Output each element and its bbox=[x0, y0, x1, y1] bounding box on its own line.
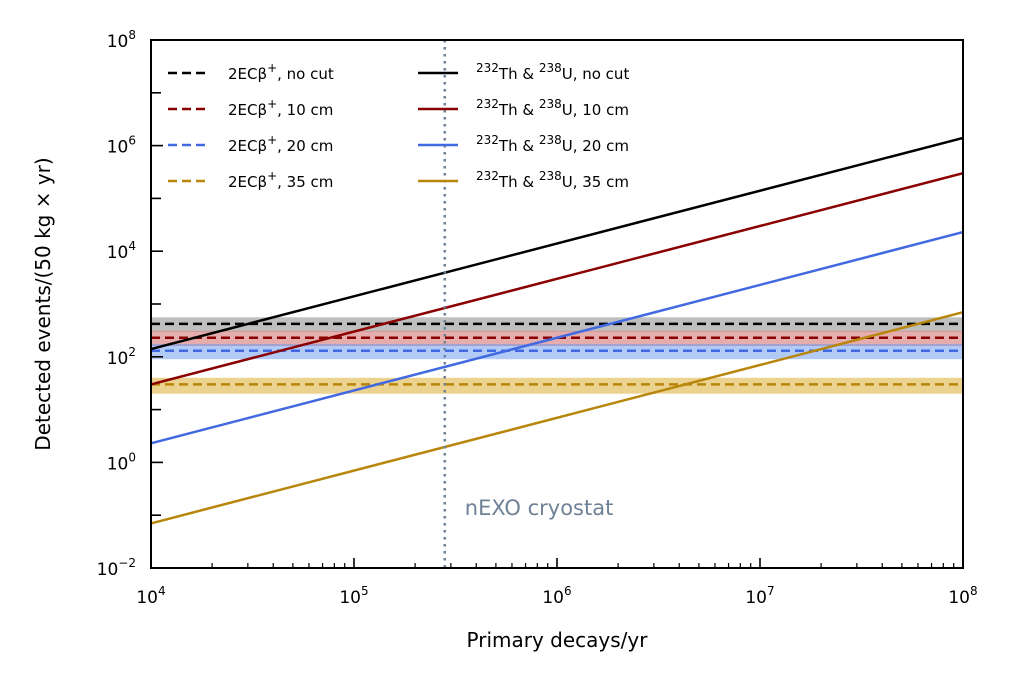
x-axis-title: Primary decays/yr bbox=[467, 628, 649, 652]
legend-label-isotope-2: 238 bbox=[539, 61, 562, 75]
x-tick-exponent: 7 bbox=[767, 584, 775, 598]
legend-label-mid: Th & bbox=[498, 101, 539, 119]
y-tick-base: 10 bbox=[107, 349, 129, 369]
y-tick-base: 10 bbox=[107, 32, 129, 52]
x-tick-base: 10 bbox=[136, 588, 158, 608]
legend-label-rest: , 35 cm bbox=[277, 173, 333, 191]
y-tick-base: 10 bbox=[107, 243, 129, 263]
y-tick-exponent: −2 bbox=[118, 556, 136, 570]
x-tick-base: 10 bbox=[542, 588, 564, 608]
legend-label-signal-0: 2ECβ+, no cut bbox=[228, 61, 334, 83]
legend-label-main: 2ECβ bbox=[228, 137, 267, 155]
legend-label-rest: , 10 cm bbox=[277, 101, 333, 119]
legend-label-superscript: + bbox=[267, 133, 277, 147]
x-tick-label: 107 bbox=[745, 584, 774, 608]
x-tick-label: 108 bbox=[948, 584, 977, 608]
x-tick-exponent: 8 bbox=[970, 584, 978, 598]
legend-label-signal-1: 2ECβ+, 10 cm bbox=[228, 97, 333, 119]
legend-label-mid: Th & bbox=[498, 65, 539, 83]
legend-label-background-1: 232Th & 238U, 10 cm bbox=[476, 97, 629, 119]
y-tick-label: 106 bbox=[107, 134, 136, 158]
legend-label-isotope-2: 238 bbox=[539, 133, 562, 147]
background-line-2 bbox=[150, 230, 964, 445]
legend-label-main: 2ECβ bbox=[228, 173, 267, 191]
legend-label-superscript: + bbox=[267, 169, 277, 183]
legend-label-signal-3: 2ECβ+, 35 cm bbox=[228, 169, 333, 191]
data-series bbox=[150, 136, 964, 525]
legend-label-isotope-2: 238 bbox=[539, 97, 562, 111]
legend-label-mid: Th & bbox=[498, 173, 539, 191]
y-tick-label: 100 bbox=[107, 450, 136, 474]
x-tick-base: 10 bbox=[339, 588, 361, 608]
y-tick-exponent: 6 bbox=[128, 134, 136, 148]
x-tick-base: 10 bbox=[745, 588, 767, 608]
y-tick-exponent: 4 bbox=[128, 239, 136, 253]
x-tick-exponent: 5 bbox=[361, 584, 369, 598]
y-tick-base: 10 bbox=[107, 454, 129, 474]
legend-label-rest: , 20 cm bbox=[277, 137, 333, 155]
uncertainty-bands bbox=[151, 317, 963, 394]
signal-band-3 bbox=[151, 377, 963, 394]
background-line-3 bbox=[150, 310, 964, 525]
x-tick-label: 105 bbox=[339, 584, 368, 608]
legend-label-main: 2ECβ bbox=[228, 101, 267, 119]
legend-label-signal-2: 2ECβ+, 20 cm bbox=[228, 133, 333, 155]
y-tick-base: 10 bbox=[107, 138, 129, 158]
plot-frame bbox=[150, 39, 964, 569]
y-tick-base: 10 bbox=[97, 560, 119, 580]
reference-line-label: nEXO cryostat bbox=[465, 496, 614, 520]
legend-label-rest: U, 35 cm bbox=[562, 173, 629, 191]
legend-label-superscript: + bbox=[267, 61, 277, 75]
y-tick-exponent: 2 bbox=[128, 345, 136, 359]
x-tick-base: 10 bbox=[948, 588, 970, 608]
x-tick-exponent: 4 bbox=[158, 584, 166, 598]
legend-label-rest: U, 10 cm bbox=[562, 101, 629, 119]
y-tick-exponent: 8 bbox=[128, 28, 136, 42]
legend-label-main: 2ECβ bbox=[228, 65, 267, 83]
legend-label-isotope-1: 232 bbox=[476, 61, 499, 75]
legend-label-rest: , no cut bbox=[277, 65, 334, 83]
background-line-0 bbox=[150, 136, 964, 351]
legend-label-isotope-1: 232 bbox=[476, 133, 499, 147]
y-tick-label: 102 bbox=[107, 345, 136, 369]
y-tick-label: 10−2 bbox=[97, 556, 136, 580]
y-tick-label: 104 bbox=[107, 239, 136, 263]
x-tick-label: 104 bbox=[136, 584, 165, 608]
legend-label-isotope-1: 232 bbox=[476, 169, 499, 183]
legend-label-isotope-2: 238 bbox=[539, 169, 562, 183]
legend-label-mid: Th & bbox=[498, 137, 539, 155]
y-tick-label: 108 bbox=[107, 28, 136, 52]
x-tick-label: 106 bbox=[542, 584, 571, 608]
reference-line-group: nEXO cryostat bbox=[443, 40, 614, 568]
y-tick-exponent: 0 bbox=[128, 450, 136, 464]
legend-label-rest: U, no cut bbox=[562, 65, 630, 83]
legend-label-background-0: 232Th & 238U, no cut bbox=[476, 61, 629, 83]
legend-label-rest: U, 20 cm bbox=[562, 137, 629, 155]
legend-label-background-3: 232Th & 238U, 35 cm bbox=[476, 169, 629, 191]
x-tick-exponent: 6 bbox=[564, 584, 572, 598]
legend-label-background-2: 232Th & 238U, 20 cm bbox=[476, 133, 629, 155]
background-line-1 bbox=[150, 171, 964, 386]
legend-label-isotope-1: 232 bbox=[476, 97, 499, 111]
legend-label-superscript: + bbox=[267, 97, 277, 111]
y-axis-title: Detected events/(50 kg × yr) bbox=[31, 157, 55, 450]
